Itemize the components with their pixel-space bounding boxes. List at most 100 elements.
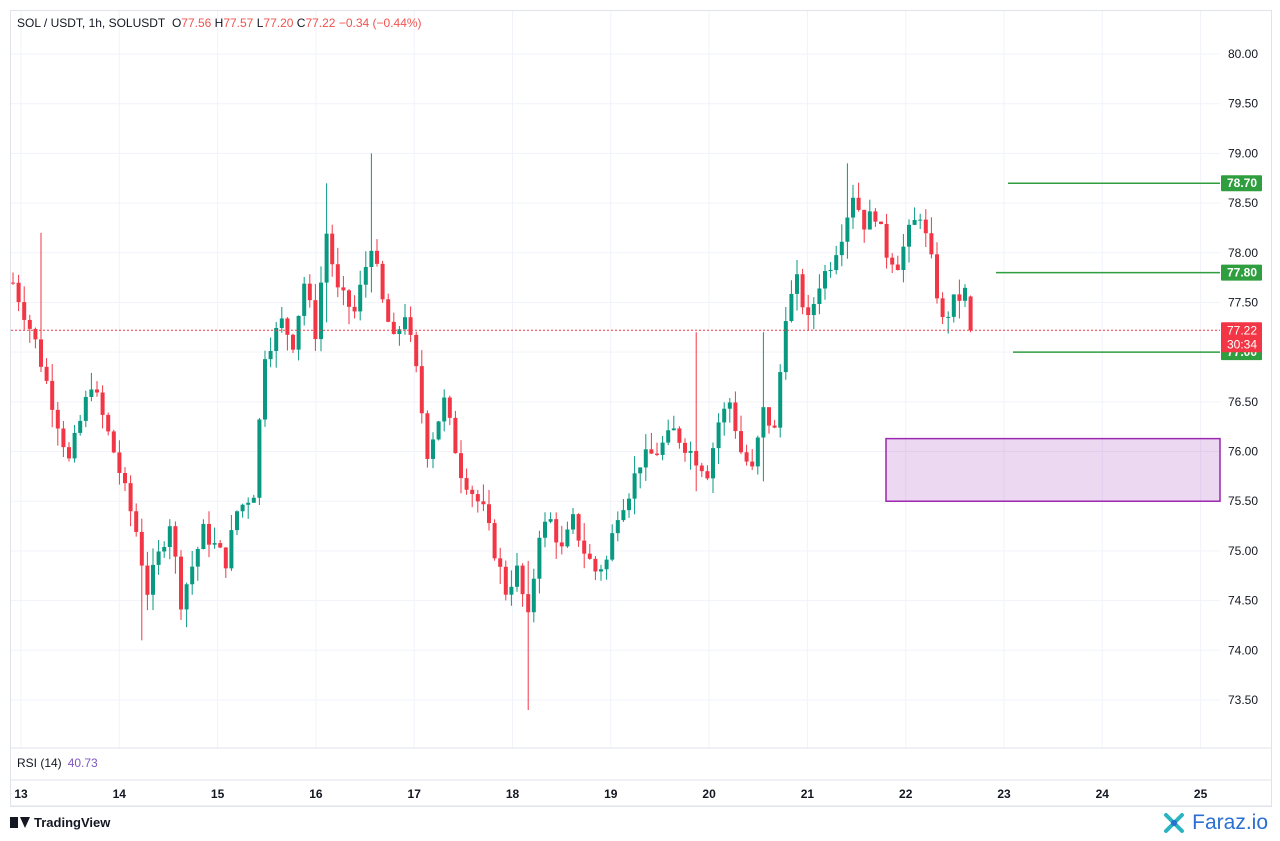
candle-body [167, 526, 172, 548]
candle-body [263, 359, 267, 420]
candle-body [593, 558, 598, 572]
candle-body [778, 372, 783, 428]
candle-body [554, 519, 559, 543]
candle-body [184, 584, 189, 610]
candle-body [464, 478, 469, 490]
current-price-tag [1221, 322, 1262, 353]
candle-body [459, 453, 463, 479]
candle-body [643, 449, 648, 468]
candle-body [834, 255, 839, 271]
y-tick-label: 79.50 [1228, 97, 1258, 111]
candle-body [531, 578, 536, 613]
candle-body [123, 472, 127, 484]
candle-countdown-label: 30:34 [1227, 337, 1257, 351]
candle-body [587, 553, 592, 559]
candle-body [615, 520, 620, 534]
x-tick-label: 19 [604, 787, 618, 801]
rsi-label: RSI (14) [17, 756, 62, 770]
candle-body [610, 533, 615, 560]
candle-body [733, 402, 738, 432]
candle-body [89, 389, 94, 397]
candle-body [218, 543, 223, 548]
level-tag-label: 77.80 [1227, 266, 1257, 280]
candle-body [251, 497, 256, 503]
y-tick-label: 78.00 [1228, 246, 1258, 260]
x-tick-label: 14 [113, 787, 127, 801]
candle-body [22, 302, 27, 320]
level-tag-label: 78.70 [1227, 176, 1257, 190]
candle-body [375, 250, 379, 264]
candle-body [207, 523, 211, 545]
open-label: O [171, 16, 182, 30]
x-tick-label: 17 [408, 787, 422, 801]
candle-body [173, 526, 178, 557]
candle-body [722, 408, 727, 423]
tradingview-brand[interactable]: TradingView [10, 815, 110, 830]
candle-body [935, 254, 939, 299]
candle-body [397, 329, 402, 334]
candle-body [862, 209, 867, 230]
faraz-label: Faraz.io [1192, 811, 1268, 834]
candle-body [856, 197, 861, 210]
candle-body [229, 530, 234, 569]
candle-body [296, 315, 301, 350]
rsi-legend[interactable]: RSI (14) 40.73 [17, 756, 98, 770]
ohlc-legend: SOL / USDT, 1h, SOLUSDT O77.56 H77.57 L7… [17, 16, 422, 30]
candle-body [761, 407, 766, 438]
candle-body [632, 473, 637, 499]
candle-body [347, 290, 351, 307]
candle-body [666, 430, 671, 443]
x-tick-label: 22 [899, 787, 913, 801]
candle-body [190, 566, 195, 585]
candle-body [291, 334, 295, 350]
candle-body [302, 283, 307, 316]
y-tick-label: 73.50 [1228, 693, 1258, 707]
candle-body [386, 299, 391, 322]
candle-body [783, 321, 788, 373]
candle-body [391, 321, 396, 334]
candle-body [867, 211, 872, 230]
candle-body [918, 219, 923, 221]
open-value: 77.56 [181, 16, 212, 30]
y-tick-label: 74.00 [1228, 643, 1258, 657]
y-tick-label: 80.00 [1228, 47, 1258, 61]
candle-body [946, 316, 951, 318]
candle-body [688, 450, 693, 453]
close-label: C [296, 16, 306, 30]
candle-body [705, 471, 710, 479]
candle-body [195, 548, 200, 567]
candle-body [800, 274, 805, 308]
grid [11, 11, 1220, 748]
candle-body [44, 366, 49, 381]
candle-body [436, 421, 441, 440]
low-label: L [256, 16, 264, 30]
candle-body [128, 483, 133, 512]
candle-body [27, 319, 32, 329]
candle-body [425, 413, 430, 459]
x-tick-label: 21 [801, 787, 815, 801]
candle-body [330, 233, 335, 265]
candle-body [212, 543, 217, 545]
candle-body [134, 511, 139, 532]
candle-body [324, 233, 329, 283]
y-tick-label: 74.50 [1228, 594, 1258, 608]
symbol-label: SOL / USDT, 1h, SOLUSDT [17, 16, 166, 30]
candle-body [470, 489, 475, 495]
tradingview-logo-icon [10, 817, 30, 828]
candle-body [246, 502, 251, 505]
candle-body [179, 556, 183, 610]
current-price-label: 77.22 [1227, 323, 1257, 337]
candle-body [380, 263, 385, 300]
candle-body [537, 537, 542, 579]
candle-body [235, 511, 239, 531]
candle-body [660, 442, 665, 455]
candle-body [957, 294, 962, 301]
y-tick-label: 75.00 [1228, 544, 1258, 558]
candle-body [811, 303, 816, 316]
candle-body [789, 293, 794, 322]
candle-body [755, 437, 760, 467]
candle-body [767, 407, 771, 426]
candle-body [151, 564, 155, 595]
y-tick-label: 76.00 [1228, 445, 1258, 459]
